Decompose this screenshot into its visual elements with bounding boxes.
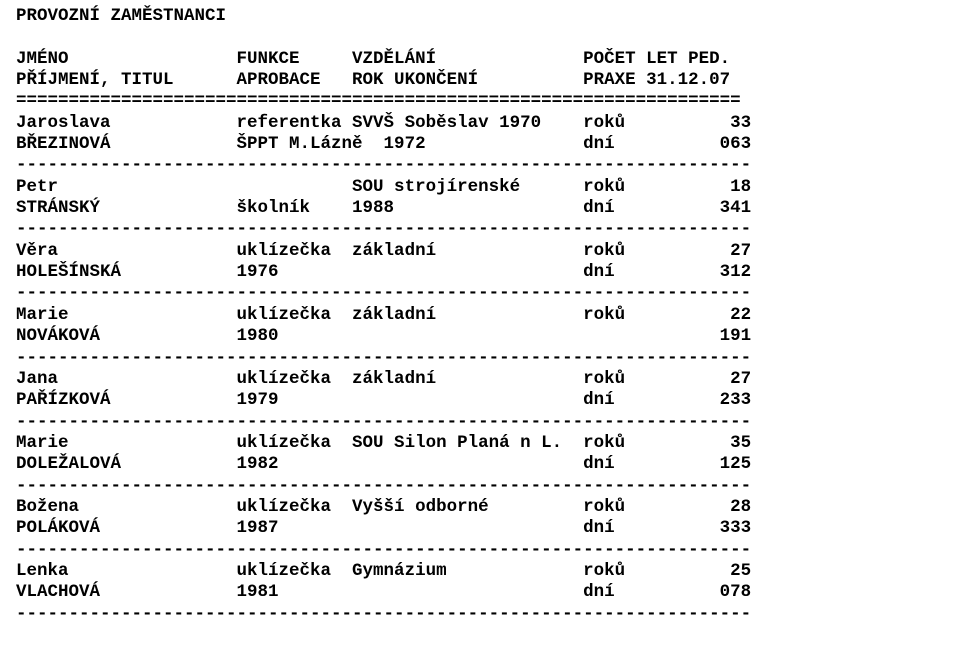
separator-double: ========================================… <box>16 91 741 111</box>
page-title: PROVOZNÍ ZAMĚSTNANCI <box>16 6 226 26</box>
header-line-1: JMÉNO FUNKCE VZDĚLÁNÍ POČET LET PED. <box>16 49 730 69</box>
header-line-2: PŘÍJMENÍ, TITUL APROBACE ROK UKONČENÍ PR… <box>16 70 730 90</box>
records: Jaroslava referentka SVVŠ Soběslav 1970 … <box>16 113 751 624</box>
report-body: PROVOZNÍ ZAMĚSTNANCI JMÉNO FUNKCE VZDĚLÁ… <box>0 0 960 625</box>
